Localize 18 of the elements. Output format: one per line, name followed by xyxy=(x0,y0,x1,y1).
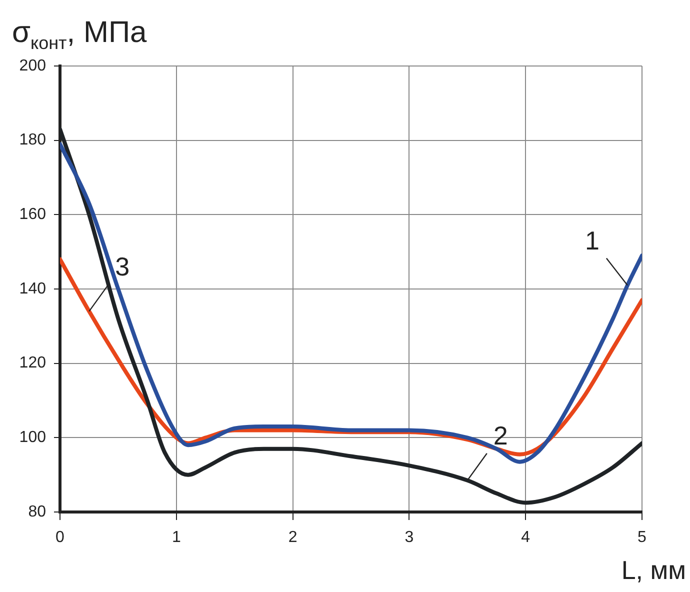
x-axis-title: L, мм xyxy=(621,555,686,586)
y-tick-label: 80 xyxy=(28,503,46,520)
y-axis-title: σ$_{конт}$, МПа xyxy=(12,16,147,54)
y-tick-label: 100 xyxy=(19,429,46,446)
x-tick-label: 3 xyxy=(404,529,414,546)
y-tick-label: 140 xyxy=(19,280,46,298)
y-tick-label: 120 xyxy=(19,354,46,372)
annotation: 3 xyxy=(115,251,130,282)
y-tick-label: 200 xyxy=(19,57,46,74)
y-tick-label: 160 xyxy=(19,206,46,224)
x-tick-label: 2 xyxy=(288,529,298,546)
x-tick-label: 1 xyxy=(172,529,181,546)
y-tick-label: 180 xyxy=(19,132,46,149)
x-tick-label: 5 xyxy=(638,529,647,546)
x-tick-label: 0 xyxy=(56,529,65,546)
x-tick-label: 4 xyxy=(521,529,530,546)
annotation: 1 xyxy=(584,225,600,256)
annotation: 2 xyxy=(493,420,508,451)
